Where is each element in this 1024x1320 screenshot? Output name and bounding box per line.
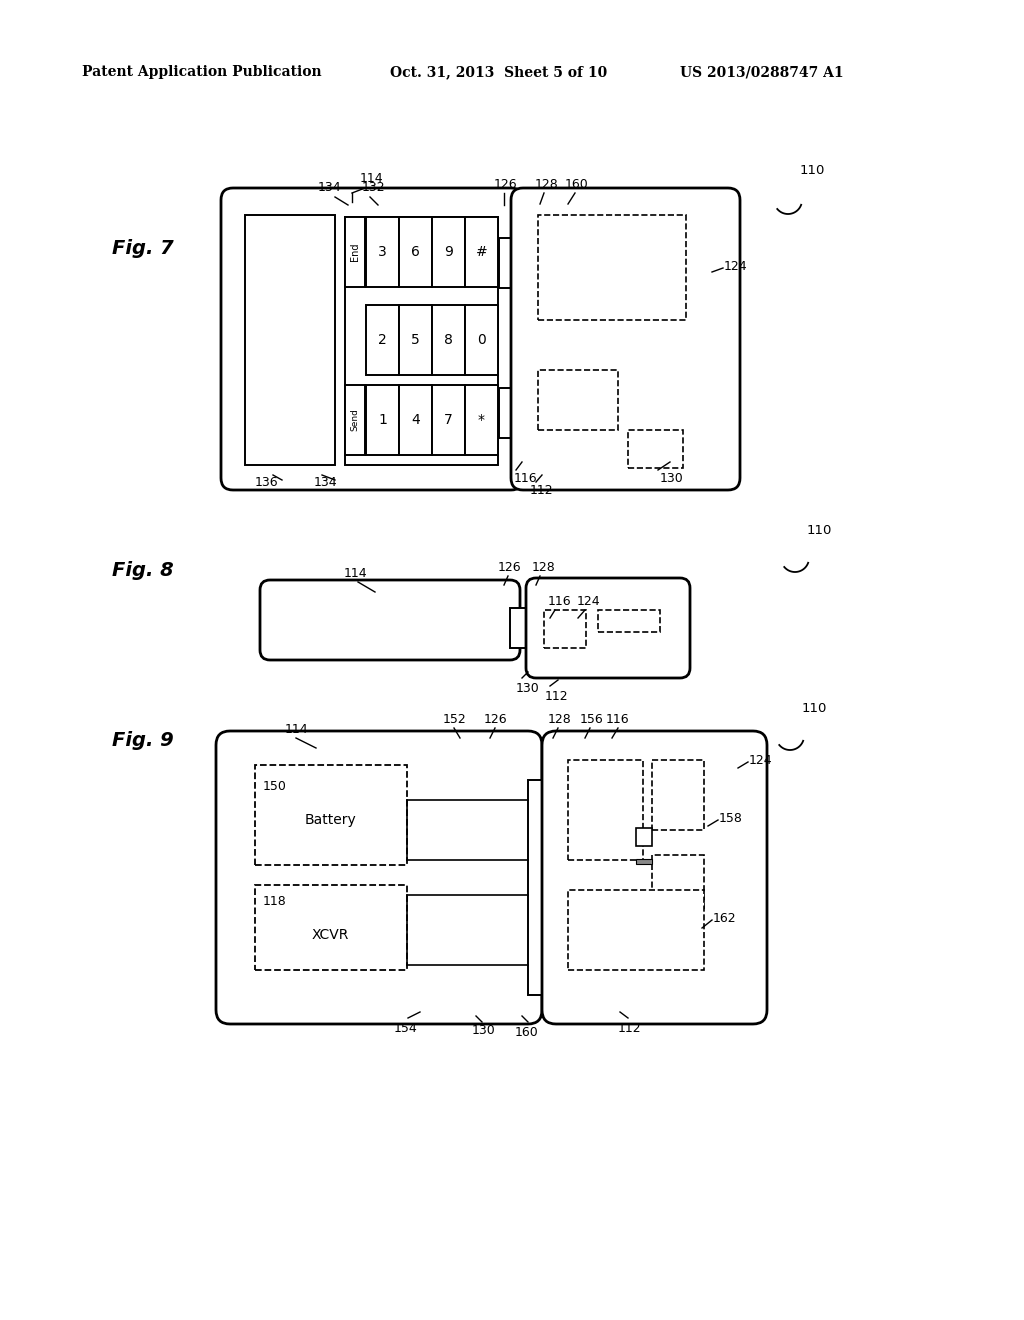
Text: 112: 112 (545, 690, 568, 704)
Text: 126: 126 (498, 561, 521, 574)
FancyBboxPatch shape (526, 578, 690, 678)
Text: 110: 110 (802, 701, 827, 714)
Bar (399, 216, 432, 286)
FancyBboxPatch shape (216, 731, 542, 1024)
Text: 112: 112 (618, 1022, 642, 1035)
Text: 6: 6 (411, 246, 420, 259)
Text: Patent Application Publication: Patent Application Publication (82, 65, 322, 79)
Text: 8: 8 (444, 333, 453, 347)
Text: End: End (350, 243, 360, 261)
Text: 118: 118 (263, 895, 287, 908)
Bar (568, 760, 643, 861)
Bar (432, 216, 465, 286)
Text: Battery: Battery (304, 813, 356, 828)
FancyBboxPatch shape (260, 579, 520, 660)
Text: #: # (475, 246, 487, 259)
Text: Fig. 7: Fig. 7 (112, 239, 174, 257)
Bar (652, 760, 705, 830)
Bar (245, 215, 335, 465)
Bar (636, 859, 652, 865)
Text: 114: 114 (344, 568, 368, 579)
Text: 158: 158 (719, 812, 742, 825)
Text: 0: 0 (477, 333, 485, 347)
Bar (399, 385, 432, 455)
Bar (598, 610, 660, 632)
Text: 128: 128 (535, 178, 559, 191)
Text: Fig. 9: Fig. 9 (112, 730, 174, 750)
Text: 154: 154 (394, 1022, 418, 1035)
Text: 1: 1 (378, 413, 387, 426)
Text: 2: 2 (378, 333, 387, 347)
Bar (255, 766, 407, 865)
Text: Fig. 8: Fig. 8 (112, 561, 174, 579)
Bar (432, 305, 465, 375)
Text: 110: 110 (800, 164, 825, 177)
Text: 126: 126 (484, 713, 508, 726)
Bar (628, 430, 683, 469)
Text: 134: 134 (314, 477, 338, 488)
Text: 114: 114 (360, 172, 384, 185)
Text: 116: 116 (606, 713, 630, 726)
Bar (538, 215, 686, 319)
Text: 150: 150 (263, 780, 287, 793)
Text: 116: 116 (514, 473, 538, 484)
Text: 134: 134 (318, 181, 342, 194)
Text: 130: 130 (516, 682, 540, 696)
Text: 136: 136 (255, 477, 279, 488)
Text: 5: 5 (411, 333, 420, 347)
Bar (528, 780, 555, 995)
Text: 116: 116 (548, 595, 571, 609)
Bar (499, 238, 522, 288)
Text: 7: 7 (444, 413, 453, 426)
Text: 126: 126 (494, 178, 517, 191)
Text: XCVR: XCVR (311, 928, 349, 942)
Bar (636, 828, 652, 846)
Text: 152: 152 (443, 713, 467, 726)
Bar (510, 609, 535, 648)
Text: 156: 156 (580, 713, 604, 726)
Text: 112: 112 (530, 484, 554, 498)
Bar (652, 855, 705, 909)
Bar (366, 305, 399, 375)
Text: 160: 160 (565, 178, 589, 191)
Text: 3: 3 (378, 246, 387, 259)
Text: 124: 124 (577, 595, 601, 609)
Bar (465, 385, 498, 455)
Bar (465, 305, 498, 375)
Text: Oct. 31, 2013  Sheet 5 of 10: Oct. 31, 2013 Sheet 5 of 10 (390, 65, 607, 79)
Bar (568, 890, 705, 970)
Text: 124: 124 (749, 754, 773, 767)
Text: 110: 110 (807, 524, 833, 536)
Bar (345, 385, 365, 455)
Bar (499, 388, 522, 438)
Bar (255, 884, 407, 970)
Text: 128: 128 (548, 713, 571, 726)
Bar (538, 370, 618, 430)
Text: 4: 4 (411, 413, 420, 426)
Text: 160: 160 (515, 1026, 539, 1039)
Text: 9: 9 (444, 246, 453, 259)
FancyBboxPatch shape (511, 187, 740, 490)
Text: 130: 130 (660, 473, 684, 484)
Text: 128: 128 (532, 561, 556, 574)
Bar (399, 305, 432, 375)
Bar (465, 216, 498, 286)
Bar (345, 216, 365, 286)
Text: 124: 124 (724, 260, 748, 272)
Text: 132: 132 (362, 181, 386, 194)
Bar (345, 216, 498, 465)
Bar (366, 385, 399, 455)
Text: Send: Send (350, 409, 359, 432)
Bar (366, 216, 399, 286)
Bar (432, 385, 465, 455)
FancyBboxPatch shape (221, 187, 523, 490)
Text: *: * (478, 413, 485, 426)
Text: US 2013/0288747 A1: US 2013/0288747 A1 (680, 65, 844, 79)
FancyBboxPatch shape (542, 731, 767, 1024)
Bar (544, 610, 586, 648)
Text: 130: 130 (472, 1024, 496, 1038)
Text: 162: 162 (713, 912, 736, 924)
Text: 114: 114 (285, 723, 308, 737)
